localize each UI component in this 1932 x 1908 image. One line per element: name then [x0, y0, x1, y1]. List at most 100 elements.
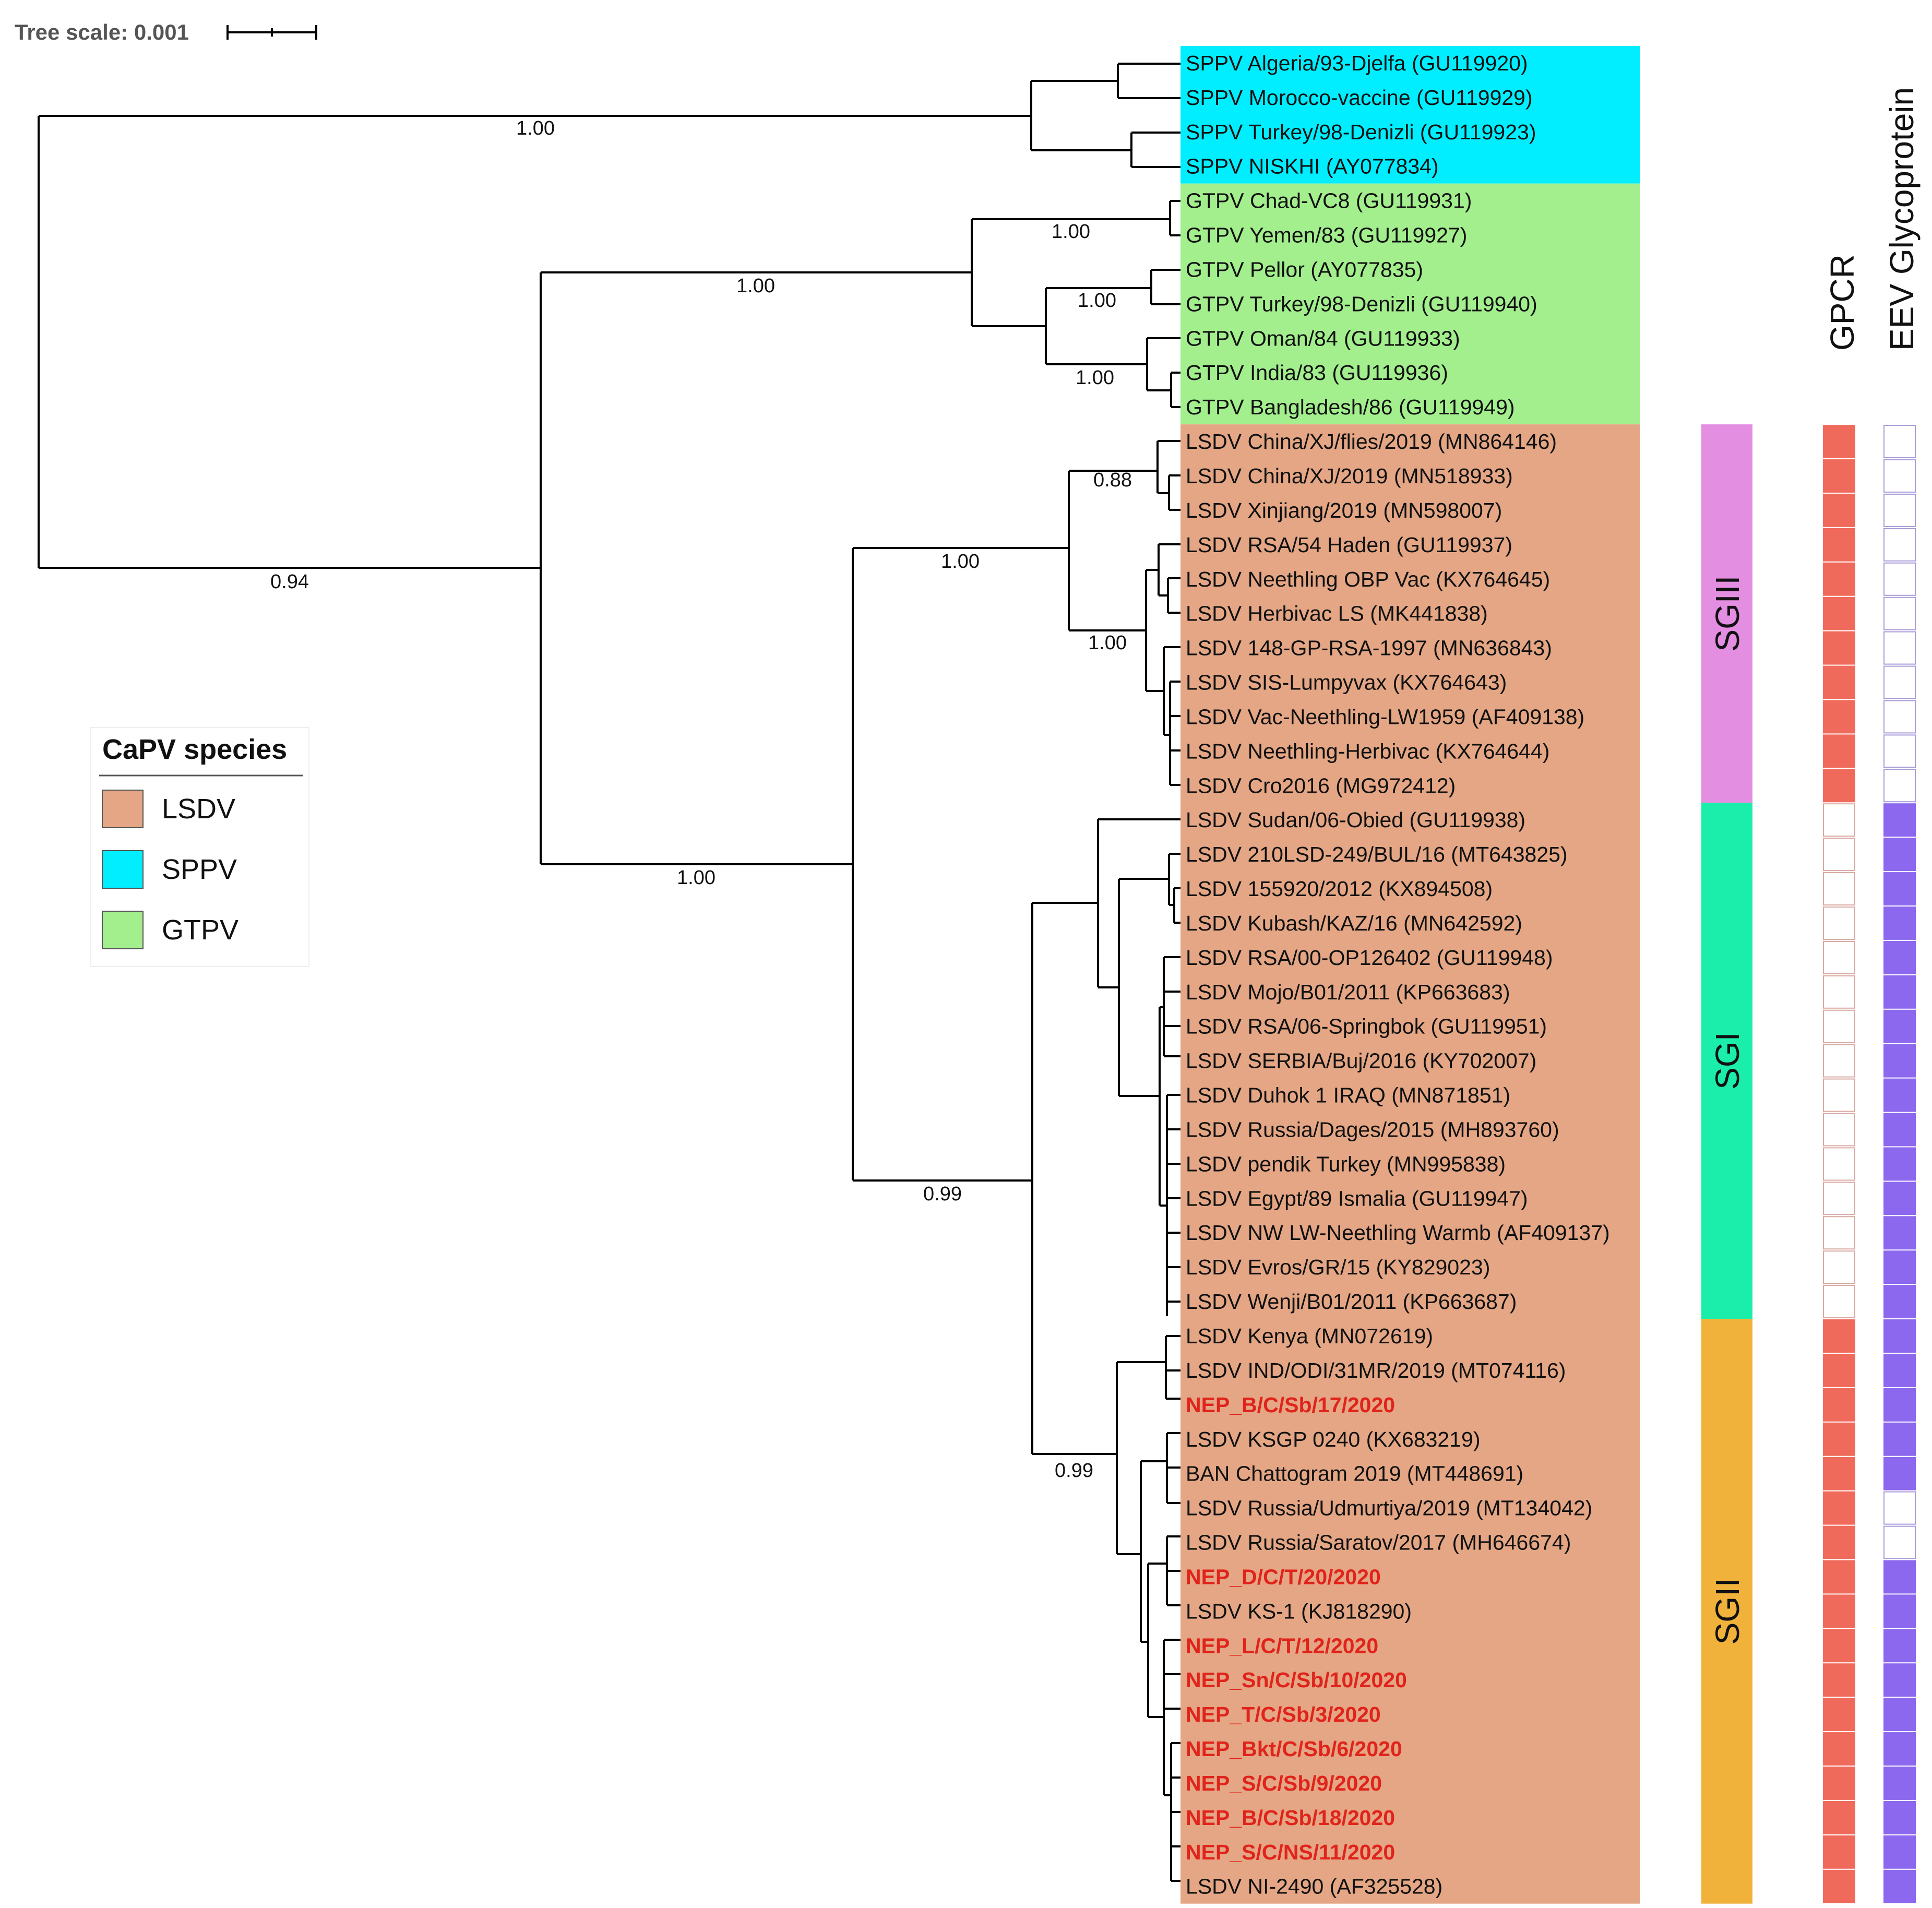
- gpcr-marker: [1823, 1835, 1855, 1869]
- eev-marker: [1883, 562, 1916, 596]
- gpcr-marker: [1823, 838, 1855, 872]
- gpcr-marker: [1823, 940, 1855, 974]
- tree-scale-label: Tree scale: 0.001: [15, 20, 189, 44]
- support-value: 1.00: [1052, 221, 1090, 243]
- leaf-label: LSDV Vac-Neethling-LW1959 (AF409138): [1186, 705, 1584, 729]
- leaf-label: LSDV Duhok 1 IRAQ (MN871851): [1186, 1083, 1510, 1107]
- support-value: 1.00: [677, 867, 715, 889]
- leaf-label: LSDV NI-2490 (AF325528): [1186, 1875, 1442, 1899]
- leaf-label: LSDV Russia/Dages/2015 (MH893760): [1186, 1117, 1559, 1141]
- leaf-label: LSDV Herbivac LS (MK441838): [1186, 602, 1488, 626]
- subgroup-bar-sgii: [1701, 1319, 1752, 1904]
- gpcr-marker: [1823, 872, 1855, 905]
- subgroup-label: SGI: [1709, 1032, 1746, 1090]
- eev-marker: [1883, 1525, 1916, 1559]
- gpcr-marker: [1823, 528, 1855, 562]
- gpcr-marker: [1823, 1147, 1855, 1181]
- gpcr-marker: [1823, 1491, 1855, 1525]
- gpcr-column: [1823, 425, 1855, 1903]
- leaf-label: LSDV RSA/06-Springbok (GU119951): [1186, 1015, 1547, 1039]
- support-value: 1.00: [1088, 632, 1127, 654]
- gpcr-marker: [1823, 1698, 1855, 1732]
- eev-marker: [1883, 1182, 1916, 1215]
- eev-marker: [1883, 1216, 1916, 1250]
- leaf-label: LSDV KSGP 0240 (KX683219): [1186, 1427, 1481, 1451]
- gpcr-marker: [1823, 1560, 1855, 1594]
- leaf-label: NEP_T/C/Sb/3/2020: [1186, 1702, 1381, 1726]
- eev-marker: [1883, 1009, 1916, 1043]
- gpcr-marker: [1823, 631, 1855, 665]
- support-value: 0.88: [1093, 469, 1132, 491]
- leaf-label: GTPV Yemen/83 (GU119927): [1186, 223, 1467, 247]
- leaf-label: LSDV KS-1 (KJ818290): [1186, 1599, 1412, 1623]
- leaf-label: LSDV Russia/Udmurtiya/2019 (MT134042): [1186, 1496, 1592, 1520]
- gpcr-marker: [1823, 1732, 1855, 1766]
- leaf-labels: SPPV Algeria/93-Djelfa (GU119920) SPPV Mo…: [1186, 51, 1610, 1899]
- eev-marker: [1883, 425, 1916, 459]
- leaf-label: SPPV Turkey/98-Denizli (GU119923): [1186, 120, 1536, 144]
- eev-marker: [1883, 1044, 1916, 1078]
- eev-marker: [1883, 1732, 1916, 1766]
- gpcr-marker: [1823, 459, 1855, 493]
- eev-marker: [1883, 493, 1916, 527]
- gpcr-marker: [1823, 1250, 1855, 1284]
- gpcr-marker: [1823, 1525, 1855, 1559]
- eev-marker: [1883, 1353, 1916, 1387]
- eev-marker: [1883, 1250, 1916, 1284]
- leaf-label: NEP_S/C/NS/11/2020: [1186, 1840, 1395, 1864]
- leaf-label: GTPV Oman/84 (GU119933): [1186, 326, 1460, 350]
- support-value: 1.00: [941, 551, 980, 573]
- leaf-label: NEP_L/C/T/12/2020: [1186, 1633, 1378, 1657]
- eev-marker: [1883, 872, 1916, 905]
- gpcr-marker: [1823, 425, 1855, 459]
- eev-marker: [1883, 597, 1916, 630]
- gpcr-marker: [1823, 1319, 1855, 1353]
- leaf-label: GTPV India/83 (GU119936): [1186, 361, 1448, 385]
- gpcr-marker: [1823, 1388, 1855, 1422]
- eev-marker: [1883, 700, 1916, 734]
- support-value: 1.00: [516, 117, 555, 139]
- leaf-label: LSDV Egypt/89 Ismalia (GU119947): [1186, 1186, 1528, 1210]
- eev-marker: [1883, 1594, 1916, 1628]
- eev-marker: [1883, 528, 1916, 562]
- leaf-label: LSDV pendik Turkey (MN995838): [1186, 1152, 1506, 1176]
- gpcr-marker: [1823, 1216, 1855, 1250]
- tree-branches: [38, 63, 1180, 1882]
- gpcr-marker: [1823, 975, 1855, 1009]
- eev-marker: [1883, 1319, 1916, 1353]
- gpcr-marker: [1823, 1800, 1855, 1834]
- eev-marker: [1883, 1147, 1916, 1181]
- gpcr-marker: [1823, 1663, 1855, 1697]
- leaf-label: NEP_B/C/Sb/17/2020: [1186, 1393, 1395, 1417]
- subgroup-label: SGII: [1709, 1578, 1746, 1644]
- eev-marker: [1883, 1869, 1916, 1903]
- eev-column: [1883, 425, 1916, 1903]
- legend-swatch-lsdv: [102, 790, 144, 828]
- species-bands: [1180, 46, 1640, 1904]
- gpcr-marker: [1823, 907, 1855, 940]
- leaf-label: NEP_B/C/Sb/18/2020: [1186, 1806, 1395, 1830]
- gpcr-marker: [1823, 1353, 1855, 1387]
- eev-marker: [1883, 734, 1916, 768]
- legend-label-lsdv: LSDV: [162, 793, 235, 825]
- gpcr-marker: [1823, 493, 1855, 527]
- eev-marker: [1883, 1560, 1916, 1594]
- gpcr-marker: [1823, 1869, 1855, 1903]
- gpcr-marker: [1823, 1422, 1855, 1456]
- leaf-label: GTPV Bangladesh/86 (GU119949): [1186, 395, 1515, 419]
- support-value: 1.00: [1078, 290, 1116, 312]
- eev-marker: [1883, 631, 1916, 665]
- eev-marker: [1883, 1078, 1916, 1112]
- leaf-label: LSDV RSA/00-OP126402 (GU119948): [1186, 946, 1553, 970]
- species-band-gtpv: [1180, 183, 1640, 425]
- leaf-label: LSDV China/XJ/flies/2019 (MN864146): [1186, 430, 1557, 454]
- eev-marker: [1883, 1113, 1916, 1147]
- eev-marker: [1883, 940, 1916, 974]
- leaf-label: NEP_Bkt/C/Sb/6/2020: [1186, 1737, 1402, 1761]
- support-values: 1.00 0.94 1.00 1.00 1.00 1.00 1.00 1.00 …: [270, 117, 1132, 1482]
- gpcr-marker: [1823, 1113, 1855, 1147]
- leaf-label: NEP_D/C/T/20/2020: [1186, 1565, 1381, 1589]
- gpcr-marker: [1823, 562, 1855, 596]
- eev-marker: [1883, 459, 1916, 493]
- eev-marker: [1883, 1800, 1916, 1834]
